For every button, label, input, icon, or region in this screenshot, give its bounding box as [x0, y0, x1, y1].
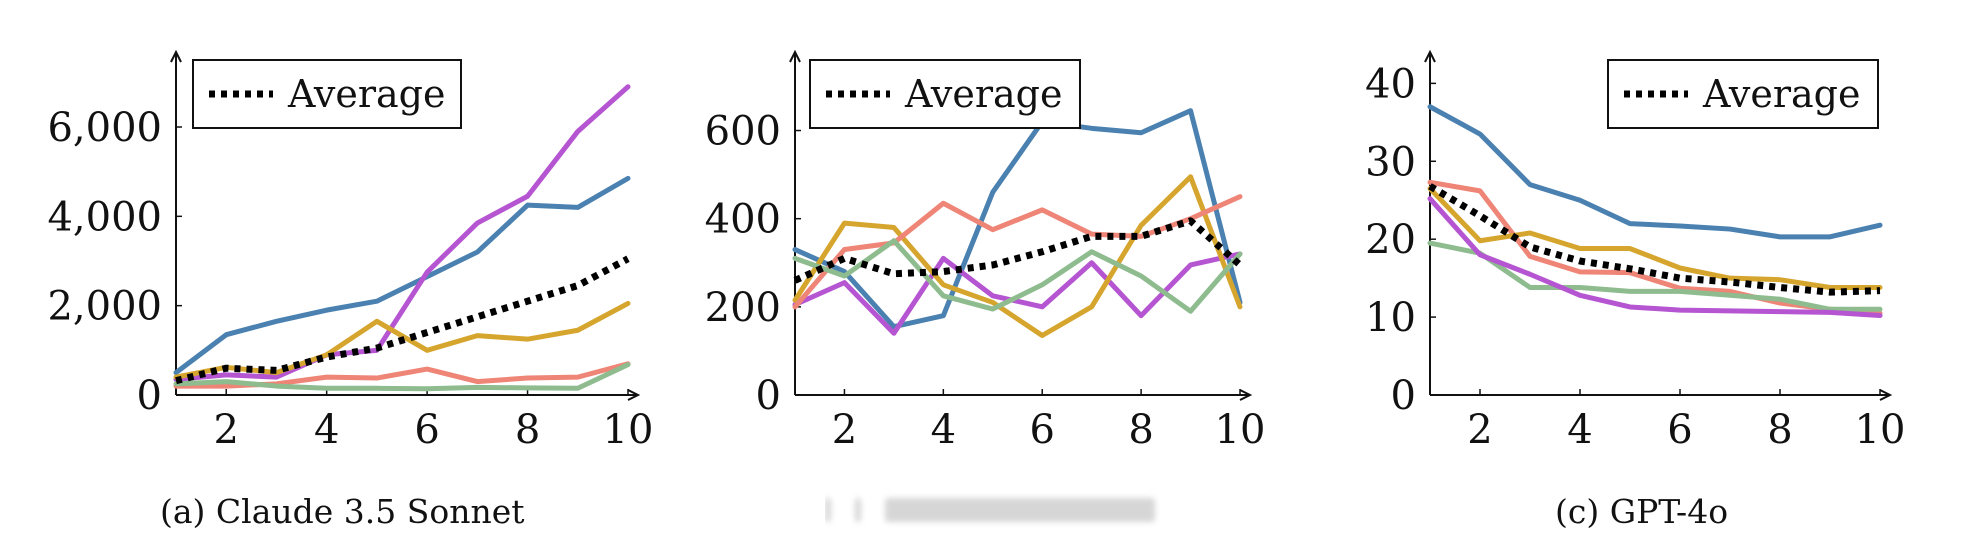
- y-tick-label: 6,000: [47, 105, 162, 151]
- series-line-green: [1427, 240, 1883, 312]
- y-tick-label: 200: [705, 285, 781, 331]
- series-line-green: [173, 362, 631, 392]
- x-tick-label: 8: [1767, 407, 1792, 453]
- caption-c: (c) GPT-4o: [1555, 492, 1729, 531]
- x-tick-label: 6: [1029, 407, 1054, 453]
- y-tick-label: 30: [1365, 139, 1416, 185]
- chart-b: 2 4 6 8 10 0 200 400 600 Average: [705, 49, 1266, 453]
- y-tick-label: 2,000: [47, 284, 162, 330]
- chart-a: 2 4 6 8 10 0 2,000 4,000 6,000 Average: [47, 49, 654, 453]
- y-tick-label: 20: [1365, 217, 1416, 263]
- y-axis-arrow: [1424, 49, 1436, 63]
- y-axis-arrow: [789, 49, 801, 63]
- average-line: [175, 255, 630, 385]
- x-tick-label: 10: [1215, 407, 1266, 453]
- series-line-blue: [173, 175, 631, 376]
- x-tick-label: 8: [1128, 407, 1153, 453]
- x-tick-label: 4: [1567, 407, 1592, 453]
- series-line-purple: [1427, 196, 1883, 319]
- y-tick-label: 10: [1365, 295, 1416, 341]
- x-tick-label: 10: [603, 407, 654, 453]
- legend: Average: [1607, 59, 1879, 129]
- series-line-salmon: [792, 194, 1243, 310]
- chart-c: 2 4 6 8 10 0 10 20 30 40 Average: [1365, 49, 1906, 453]
- legend: Average: [192, 59, 462, 129]
- y-tick-label: 4,000: [47, 194, 162, 240]
- x-axis-arrow: [627, 389, 641, 401]
- y-tick-label: 0: [1391, 373, 1416, 419]
- x-tick-label: 4: [931, 407, 956, 453]
- x-axis-arrow: [1239, 389, 1253, 401]
- legend-label: Average: [1702, 72, 1861, 116]
- y-tick-label: 40: [1365, 61, 1416, 107]
- series-line-purple: [792, 251, 1243, 336]
- x-tick-label: 6: [1667, 407, 1692, 453]
- series-line-purple: [173, 84, 631, 382]
- y-axis-arrow: [170, 49, 182, 63]
- series-line-blue: [1427, 104, 1883, 240]
- y-tick-label: 0: [137, 373, 162, 419]
- series-line-green: [792, 238, 1243, 314]
- x-tick-label: 6: [414, 407, 439, 453]
- series-line-gold: [792, 174, 1243, 338]
- x-tick-label: 8: [515, 407, 540, 453]
- series-line-gold: [1427, 186, 1883, 290]
- x-axis-arrow: [1879, 389, 1893, 401]
- series-line-blue: [792, 108, 1243, 330]
- x-tick-label: 4: [314, 407, 339, 453]
- x-tick-label: 2: [213, 407, 238, 453]
- legend: Average: [809, 59, 1081, 129]
- average-line: [793, 217, 1243, 284]
- x-tick-label: 10: [1855, 407, 1906, 453]
- y-tick-label: 600: [705, 109, 781, 155]
- y-tick-label: 0: [756, 373, 781, 419]
- y-tick-label: 400: [705, 197, 781, 243]
- caption-b-obscured: [825, 488, 1165, 534]
- legend-label: Average: [904, 72, 1063, 116]
- x-tick-label: 2: [832, 407, 857, 453]
- x-tick-label: 2: [1467, 407, 1492, 453]
- legend-label: Average: [287, 72, 446, 116]
- caption-a: (a) Claude 3.5 Sonnet: [160, 492, 525, 531]
- average-line: [1428, 183, 1881, 296]
